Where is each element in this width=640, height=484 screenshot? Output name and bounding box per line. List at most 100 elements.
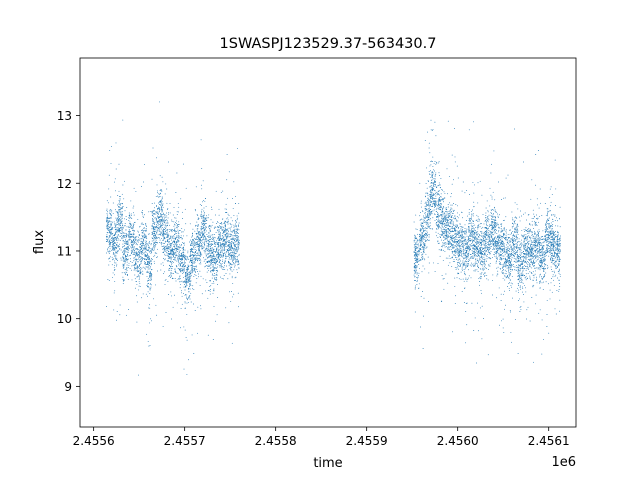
data-point <box>447 282 449 284</box>
data-point <box>130 223 131 225</box>
data-point <box>437 263 439 265</box>
data-point <box>447 247 449 249</box>
data-point <box>436 219 437 221</box>
data-point <box>207 261 209 263</box>
data-point <box>444 242 446 243</box>
data-point <box>117 227 119 229</box>
data-point <box>221 223 223 225</box>
data-point <box>168 269 170 271</box>
data-point <box>203 238 204 240</box>
data-point <box>151 178 153 180</box>
data-point <box>164 214 166 216</box>
data-point <box>219 254 221 256</box>
data-point <box>153 298 155 300</box>
data-point <box>166 225 168 227</box>
data-point <box>214 252 216 253</box>
data-point <box>181 292 182 294</box>
data-point <box>156 226 158 227</box>
data-point <box>194 257 196 258</box>
data-point <box>153 232 155 234</box>
data-point <box>121 218 123 220</box>
data-point <box>420 235 422 237</box>
data-point <box>203 249 205 251</box>
data-point <box>136 244 138 246</box>
data-point <box>435 195 437 197</box>
data-point <box>198 240 200 242</box>
data-point <box>204 240 206 242</box>
data-point <box>423 236 425 237</box>
data-point <box>145 223 147 225</box>
data-point <box>448 233 450 235</box>
data-point <box>210 238 212 240</box>
data-point <box>141 248 143 250</box>
data-point <box>234 249 236 250</box>
data-point <box>176 243 178 245</box>
data-point <box>231 261 233 263</box>
data-point <box>204 219 205 221</box>
data-point <box>116 265 117 267</box>
data-point <box>201 246 203 248</box>
data-point <box>421 255 423 257</box>
data-point <box>228 265 230 267</box>
data-point <box>158 230 160 232</box>
data-point <box>221 256 223 258</box>
data-point <box>228 236 230 238</box>
data-point <box>150 248 152 250</box>
data-point <box>113 249 115 250</box>
data-point <box>205 218 207 220</box>
data-point <box>427 222 429 224</box>
data-point <box>441 208 443 210</box>
data-point <box>147 254 149 256</box>
data-point <box>205 222 207 224</box>
data-point <box>145 234 147 236</box>
data-point <box>193 261 195 262</box>
data-point <box>122 283 124 285</box>
data-point <box>436 235 438 237</box>
data-point <box>433 184 435 186</box>
data-point <box>137 238 139 240</box>
data-point <box>147 257 149 259</box>
data-point <box>159 237 160 239</box>
data-point <box>208 260 210 262</box>
data-point <box>136 240 138 242</box>
data-point <box>154 213 155 215</box>
data-point <box>203 213 205 215</box>
data-point <box>448 175 450 177</box>
data-point <box>163 273 164 275</box>
data-point <box>157 215 159 217</box>
data-point <box>419 250 421 252</box>
data-point <box>231 230 233 232</box>
data-point <box>149 322 151 324</box>
data-point <box>226 179 228 181</box>
data-point <box>419 239 420 241</box>
data-point <box>168 294 170 295</box>
data-point <box>126 226 128 228</box>
data-point <box>425 232 427 234</box>
data-point <box>235 261 237 263</box>
data-point <box>185 255 187 257</box>
data-point <box>424 208 426 210</box>
data-point <box>147 278 149 280</box>
data-point <box>151 249 153 251</box>
data-point <box>234 241 236 243</box>
data-point <box>111 237 112 239</box>
data-point <box>437 227 439 228</box>
data-point <box>145 241 147 243</box>
data-point <box>204 237 206 239</box>
data-point <box>200 231 202 233</box>
data-point <box>126 256 128 258</box>
data-point <box>429 173 430 175</box>
data-point <box>167 221 169 223</box>
data-point <box>229 222 231 224</box>
data-point <box>129 248 130 250</box>
data-point <box>137 274 139 276</box>
data-point <box>180 281 182 283</box>
data-point <box>202 180 204 182</box>
data-point <box>155 217 157 219</box>
data-point <box>234 257 236 259</box>
data-point <box>207 239 209 241</box>
data-point <box>230 242 232 244</box>
data-point <box>192 249 194 251</box>
data-point <box>230 252 232 254</box>
